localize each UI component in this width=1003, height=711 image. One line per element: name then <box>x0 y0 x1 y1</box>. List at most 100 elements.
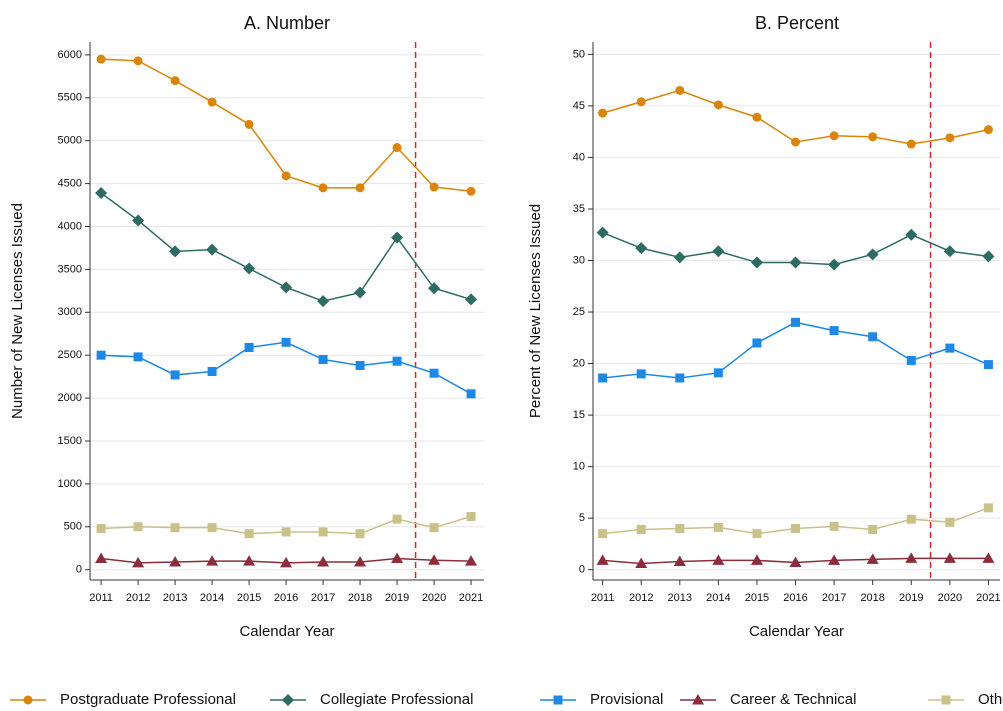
data-point <box>392 514 402 524</box>
y-tick-label: 45 <box>573 100 585 112</box>
data-point <box>675 523 685 533</box>
y-tick-label: 10 <box>573 461 585 473</box>
data-point <box>96 524 106 534</box>
data-point <box>207 366 217 376</box>
data-point <box>243 262 256 275</box>
legend-marker <box>553 695 563 705</box>
y-axis-label: Number of New Licenses Issued <box>9 203 26 419</box>
data-point <box>829 131 839 141</box>
x-tick-label: 2015 <box>237 592 261 604</box>
data-point <box>281 527 291 537</box>
data-point <box>317 295 330 308</box>
data-point <box>391 231 404 244</box>
y-tick-label: 50 <box>573 48 585 60</box>
data-point <box>132 214 145 227</box>
x-tick-label: 2018 <box>348 592 372 604</box>
data-point <box>598 108 608 118</box>
data-point <box>429 368 439 378</box>
data-point <box>829 521 839 531</box>
x-tick-label: 2016 <box>783 592 807 604</box>
data-point <box>280 556 293 568</box>
data-point <box>243 555 256 566</box>
x-axis-label: Calendar Year <box>239 623 334 640</box>
data-point <box>945 517 955 527</box>
data-point <box>945 343 955 353</box>
x-tick-label: 2018 <box>860 592 884 604</box>
data-point <box>828 554 841 565</box>
data-point <box>791 523 801 533</box>
y-tick-label: 25 <box>573 306 585 318</box>
data-point <box>943 552 956 563</box>
data-point <box>752 112 762 122</box>
data-point <box>244 119 254 129</box>
x-tick-label: 2011 <box>591 592 615 604</box>
data-point <box>868 332 878 342</box>
x-tick-label: 2020 <box>422 592 446 604</box>
data-point <box>281 337 291 347</box>
data-point <box>133 522 143 532</box>
y-tick-label: 40 <box>573 151 585 163</box>
legend-marker <box>23 695 33 705</box>
data-point <box>133 56 143 66</box>
data-point <box>465 293 478 306</box>
data-point <box>318 527 328 537</box>
x-tick-label: 2016 <box>274 592 298 604</box>
data-point <box>169 245 182 258</box>
x-axis-label: Calendar Year <box>749 623 844 640</box>
data-point <box>791 317 801 327</box>
x-tick-label: 2013 <box>163 592 187 604</box>
x-tick-label: 2017 <box>311 592 335 604</box>
data-point <box>466 389 476 399</box>
legend-label: Collegiate Professional <box>320 691 473 708</box>
data-point <box>866 248 879 261</box>
x-tick-label: 2019 <box>385 592 409 604</box>
data-point <box>169 555 182 567</box>
x-tick-label: 2014 <box>706 592 730 604</box>
data-point <box>636 97 646 107</box>
data-point <box>466 186 476 196</box>
data-point <box>207 97 217 107</box>
chart-title: B. Percent <box>755 13 839 33</box>
data-point <box>355 529 365 539</box>
data-point <box>596 554 609 565</box>
y-tick-label: 2500 <box>58 349 82 361</box>
y-tick-label: 6000 <box>58 49 82 61</box>
x-tick-label: 2011 <box>89 592 113 604</box>
data-point <box>789 556 802 567</box>
data-point <box>206 555 219 566</box>
data-point <box>392 356 402 366</box>
data-point <box>983 360 993 370</box>
data-point <box>982 250 995 263</box>
data-point <box>355 183 365 193</box>
y-tick-label: 0 <box>76 564 82 576</box>
data-point <box>752 529 762 539</box>
data-point <box>906 355 916 365</box>
y-tick-label: 20 <box>573 357 585 369</box>
data-point <box>752 338 762 348</box>
data-point <box>635 242 648 255</box>
data-point <box>982 552 995 563</box>
data-point <box>207 523 217 533</box>
data-point <box>596 226 609 239</box>
data-point <box>945 133 955 143</box>
legend-label: Career & Technical <box>730 691 856 708</box>
data-point <box>170 523 180 533</box>
data-point <box>354 555 367 567</box>
data-point <box>280 281 293 294</box>
data-point <box>868 132 878 142</box>
data-point <box>983 125 993 135</box>
x-tick-label: 2014 <box>200 592 224 604</box>
data-point <box>906 514 916 524</box>
data-point <box>828 258 841 271</box>
data-point <box>905 552 918 563</box>
data-point <box>673 251 686 264</box>
data-point <box>636 369 646 379</box>
data-point <box>170 76 180 86</box>
data-point <box>675 85 685 95</box>
x-tick-label: 2019 <box>899 592 923 604</box>
data-point <box>712 554 725 565</box>
chart-title: A. Number <box>244 13 330 33</box>
y-tick-label: 1000 <box>58 478 82 490</box>
data-point <box>133 352 143 362</box>
legend-label: Provisional <box>590 691 663 708</box>
